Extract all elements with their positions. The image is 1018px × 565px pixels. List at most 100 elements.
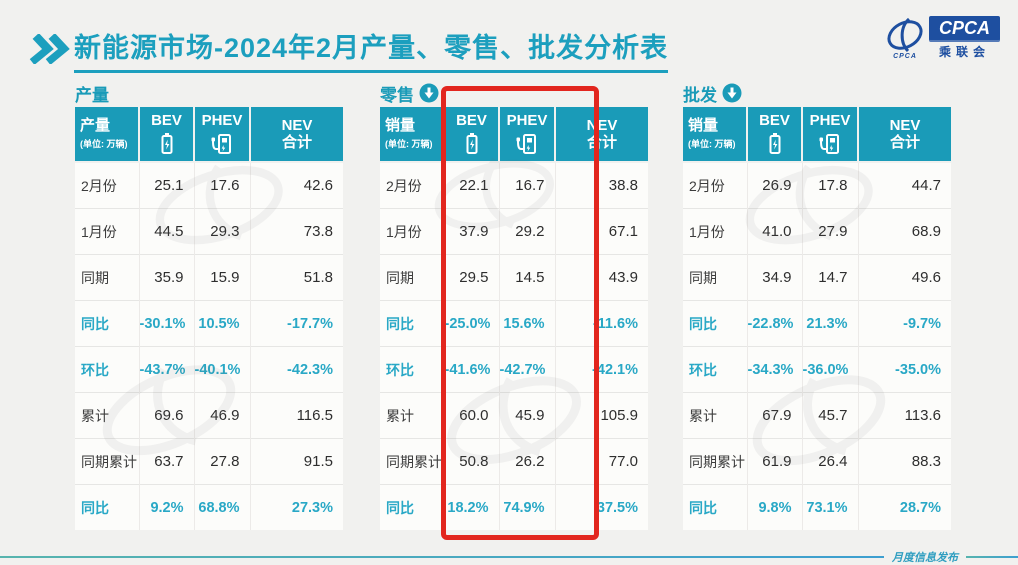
value-cell: 91.5: [249, 438, 343, 485]
unit-header-cell: 销量 (单位: 万辆): [683, 107, 747, 163]
nev-header-label: NEV: [586, 116, 618, 134]
cpca-logo: CPCA CPCA 乘联会: [885, 16, 1000, 60]
table-row: 2月份 22.1 16.7 38.8: [380, 162, 648, 209]
value-cell: 60.0: [443, 392, 499, 439]
value-cell: -11.6%: [554, 300, 648, 347]
battery-icon: [769, 132, 780, 154]
value-cell: -35.0%: [857, 346, 951, 393]
footer-line: [966, 556, 1018, 558]
value-cell: 61.9: [746, 438, 802, 485]
header-row: 销量 (单位: 万辆) BEV PHEV NEV 合计: [683, 107, 951, 163]
value-cell: 26.2: [498, 438, 555, 485]
value-cell: 44.5: [138, 208, 194, 255]
nev-header-sub: 合计: [889, 134, 920, 151]
table-row: 同期累计 63.7 27.8 91.5: [75, 438, 343, 485]
row-label: 累计: [683, 392, 747, 439]
value-cell: 15.6%: [498, 300, 555, 347]
section-title-retail: 零售: [380, 85, 414, 105]
row-label: 同比: [380, 484, 444, 530]
value-cell: 26.4: [801, 438, 858, 485]
row-label: 环比: [683, 346, 747, 393]
phev-header-cell: PHEV: [498, 107, 555, 163]
value-cell: 68.8%: [193, 484, 250, 530]
row-label: 同比: [75, 484, 139, 530]
unit-header-unit: (单位: 万辆): [385, 138, 433, 149]
retail-table-body: 2月份 22.1 16.7 38.8 1月份 37.9 29.2 67.1 同期 29.5 14.5…: [380, 162, 648, 530]
production-table: 产量 (单位: 万辆) BEV PHEV NEV 合计 2月份 25.1 17.6 42.6 1月…: [75, 107, 343, 530]
retail-table: 销量 (单位: 万辆) BEV PHEV NEV 合计 2月份 22.1 16.7 38.8 1月…: [380, 107, 648, 530]
header-row: 产量 (单位: 万辆) BEV PHEV NEV 合计: [75, 107, 343, 163]
table-row: 同期累计 50.8 26.2 77.0: [380, 438, 648, 485]
unit-header-unit: (单位: 万辆): [80, 138, 128, 149]
value-cell: 105.9: [554, 392, 648, 439]
value-cell: 9.8%: [746, 484, 802, 530]
row-label: 1月份: [75, 208, 139, 255]
table-row: 同比 -22.8% 21.3% -9.7%: [683, 300, 951, 347]
value-cell: -42.1%: [554, 346, 648, 393]
value-cell: 34.9: [746, 254, 802, 301]
value-cell: 73.8: [249, 208, 343, 255]
header-row: 销量 (单位: 万辆) BEV PHEV NEV 合计: [380, 107, 648, 163]
value-cell: -22.8%: [746, 300, 802, 347]
double-chevron-icon: [28, 33, 74, 69]
row-label: 同期: [683, 254, 747, 301]
value-cell: -36.0%: [801, 346, 858, 393]
table-row: 累计 69.6 46.9 116.5: [75, 392, 343, 439]
table-row: 1月份 37.9 29.2 67.1: [380, 208, 648, 255]
unit-header-cell: 产量 (单位: 万辆): [75, 107, 139, 163]
value-cell: 116.5: [249, 392, 343, 439]
wholesale-table-header: 销量 (单位: 万辆) BEV PHEV NEV 合计: [683, 107, 951, 163]
value-cell: -43.7%: [138, 346, 194, 393]
nev-header-cell: NEV 合计: [857, 107, 951, 163]
row-label: 环比: [75, 346, 139, 393]
wholesale-table-body: 2月份 26.9 17.8 44.7 1月份 41.0 27.9 68.9 同期 34.9 14.7…: [683, 162, 951, 530]
value-cell: 73.1%: [801, 484, 858, 530]
value-cell: 67.9: [746, 392, 802, 439]
logo-box: CPCA: [928, 16, 1000, 42]
value-cell: 46.9: [193, 392, 250, 439]
down-arrow-icon: [722, 83, 742, 103]
value-cell: 88.3: [857, 438, 951, 485]
value-cell: 27.9: [801, 208, 858, 255]
bev-header-cell: BEV: [746, 107, 802, 163]
value-cell: 29.2: [498, 208, 555, 255]
value-cell: 21.3%: [801, 300, 858, 347]
row-label: 2月份: [386, 177, 422, 194]
unit-header-title: 销量: [688, 117, 719, 135]
table-row: 1月份 44.5 29.3 73.8: [75, 208, 343, 255]
value-cell: 49.6: [857, 254, 951, 301]
nev-header-sub: 合计: [281, 134, 312, 151]
phev-header-label: PHEV: [809, 112, 851, 130]
value-cell: -34.3%: [746, 346, 802, 393]
row-label: 同期累计: [75, 438, 139, 485]
row-label: 同期: [75, 254, 139, 301]
value-cell: 44.7: [857, 162, 951, 209]
value-cell: 51.8: [249, 254, 343, 301]
row-label: 同比: [683, 300, 747, 347]
value-cell: 37.5%: [554, 484, 648, 530]
row-label: 同比: [683, 484, 747, 530]
value-cell: -40.1%: [193, 346, 250, 393]
value-cell: 68.9: [857, 208, 951, 255]
value-cell: 9.2%: [138, 484, 194, 530]
unit-header-cell: 销量 (单位: 万辆): [380, 107, 444, 163]
nev-header-sub: 合计: [586, 134, 617, 151]
value-cell: 50.8: [443, 438, 499, 485]
value-cell: -42.7%: [498, 346, 555, 393]
table-row: 1月份 41.0 27.9 68.9: [683, 208, 951, 255]
unit-header-title: 产量: [80, 117, 111, 135]
bev-header-label: BEV: [151, 112, 182, 130]
table-row: 同期 29.5 14.5 43.9: [380, 254, 648, 301]
row-label: 同比: [75, 300, 139, 347]
value-cell: 15.9: [193, 254, 250, 301]
table-section-production: 产量 产量 (单位: 万辆) BEV PHEV NEV 合计 2月份 25.1 17.6 42.…: [75, 82, 343, 530]
phev-header-label: PHEV: [201, 112, 243, 130]
value-cell: 37.9: [443, 208, 499, 255]
bev-header-cell: BEV: [443, 107, 499, 163]
table-row: 环比 -34.3% -36.0% -35.0%: [683, 346, 951, 393]
value-cell: 14.5: [498, 254, 555, 301]
section-title-wholesale: 批发: [683, 85, 717, 105]
table-section-wholesale: 批发 销量 (单位: 万辆) BEV PHEV NEV 合计 2月份 26.9 17.8 44.…: [683, 82, 951, 530]
row-label: 2月份: [81, 177, 117, 194]
value-cell: 26.9: [746, 162, 802, 209]
